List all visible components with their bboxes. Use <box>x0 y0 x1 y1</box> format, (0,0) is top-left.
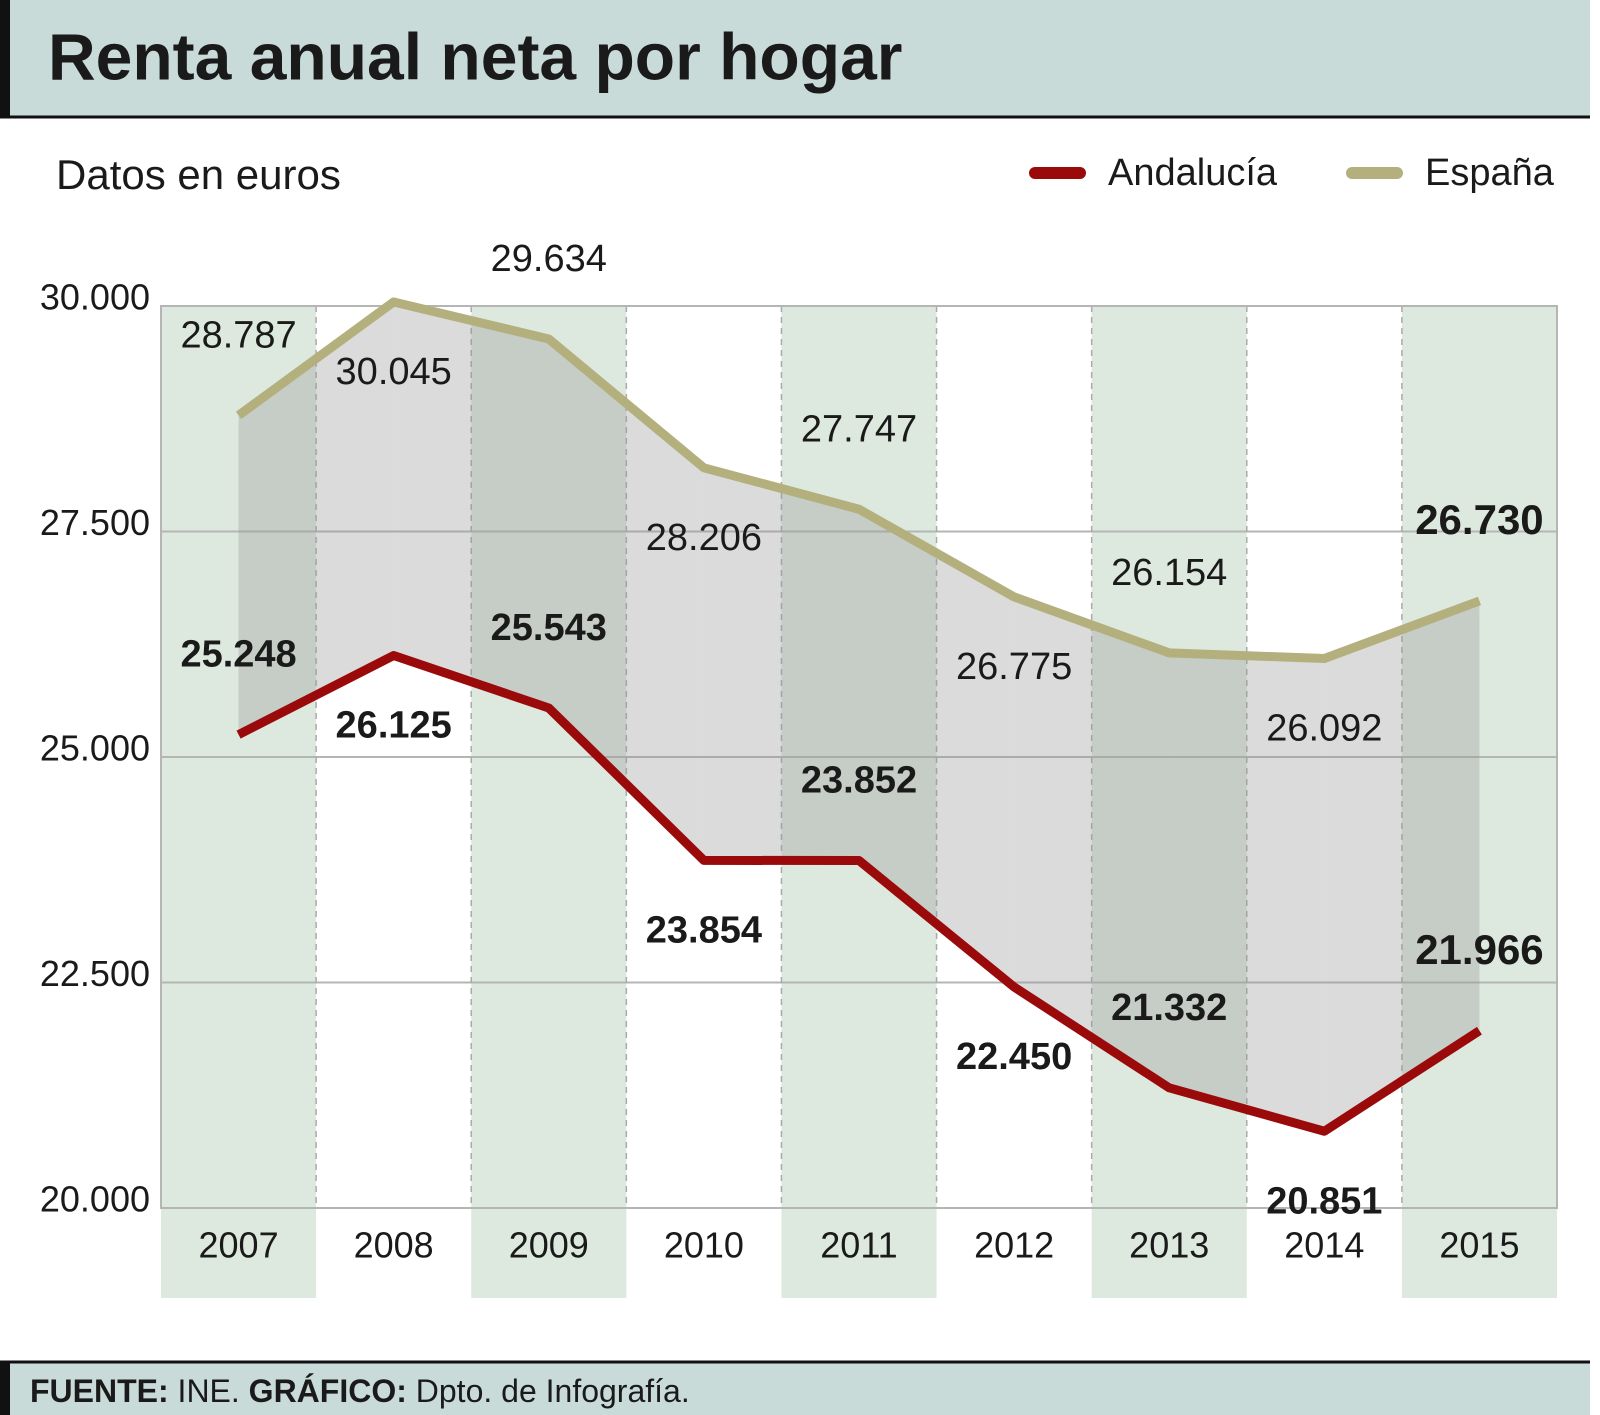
series-line <box>235 297 1482 664</box>
gap-band <box>1014 596 1170 1088</box>
plot-border <box>160 305 1558 1209</box>
x-tick-label: 2012 <box>974 1225 1054 1266</box>
value-label: 25.543 <box>491 607 607 649</box>
value-label: 21.966 <box>1415 926 1543 973</box>
column-shade <box>1401 306 1557 1298</box>
value-label: 20.851 <box>1266 1180 1382 1222</box>
footer: FUENTE: INE. GRÁFICO: Dpto. de Infografí… <box>30 1373 690 1409</box>
column-shade <box>471 306 627 1298</box>
x-tick-label: 2011 <box>820 1225 897 1266</box>
gap-band <box>548 339 704 861</box>
chart-title: Renta anual neta por hogar <box>48 19 902 93</box>
gap-band <box>238 301 394 735</box>
subtitle: Datos en euros <box>56 151 341 198</box>
x-tick-label: 2014 <box>1284 1225 1364 1266</box>
credit: Dpto. de Infografía. <box>416 1373 690 1409</box>
x-tick-label: 2009 <box>509 1225 589 1266</box>
column-shade <box>161 306 317 1298</box>
source: INE. <box>178 1373 240 1409</box>
series-line <box>236 651 1482 1136</box>
value-label: 27.747 <box>801 408 917 450</box>
value-label: 28.787 <box>180 314 296 356</box>
column-shade <box>781 306 937 1298</box>
y-tick-label: 20.000 <box>40 1179 150 1220</box>
y-tick-label: 30.000 <box>40 277 150 318</box>
column-shade <box>1091 306 1247 1298</box>
y-tick-label: 22.500 <box>40 953 150 994</box>
gap-band <box>703 467 859 861</box>
x-tick-label: 2007 <box>199 1225 279 1266</box>
value-label: 26.730 <box>1415 496 1543 543</box>
value-label: 26.092 <box>1266 708 1382 750</box>
value-label: 26.125 <box>336 705 452 747</box>
source-label: FUENTE: <box>30 1373 169 1409</box>
x-tick-label: 2008 <box>354 1225 434 1266</box>
footer-bg <box>0 1362 1590 1415</box>
gap-band <box>859 509 1015 988</box>
value-label: 23.854 <box>646 909 762 951</box>
value-label: 26.775 <box>956 646 1072 688</box>
gap-band <box>1324 600 1480 1132</box>
header-bar <box>0 0 10 116</box>
y-tick-label: 27.500 <box>40 502 150 543</box>
value-label: 21.332 <box>1111 987 1227 1029</box>
value-label: 29.634 <box>491 238 607 280</box>
credit-label: GRÁFICO: <box>249 1373 407 1409</box>
x-tick-label: 2013 <box>1129 1225 1209 1266</box>
footer-bar <box>0 1362 10 1415</box>
y-tick-label: 25.000 <box>40 728 150 769</box>
value-label: 26.154 <box>1111 552 1227 594</box>
x-tick-label: 2010 <box>664 1225 744 1266</box>
value-label: 22.450 <box>956 1036 1072 1078</box>
value-label: 25.248 <box>180 634 296 676</box>
x-tick-label: 2015 <box>1439 1225 1519 1266</box>
gap-band <box>1169 652 1325 1132</box>
legend-label: España <box>1425 152 1555 194</box>
plot: 20.000 22.500 25.000 27.500 30.000 25.248 26.1… <box>40 152 1558 1298</box>
legend-label: Andalucía <box>1108 152 1278 194</box>
value-label: 30.045 <box>336 351 452 393</box>
header-bg <box>0 0 1590 116</box>
gap-band <box>393 301 549 709</box>
value-label: 23.852 <box>801 760 917 802</box>
value-label: 28.206 <box>646 517 762 559</box>
